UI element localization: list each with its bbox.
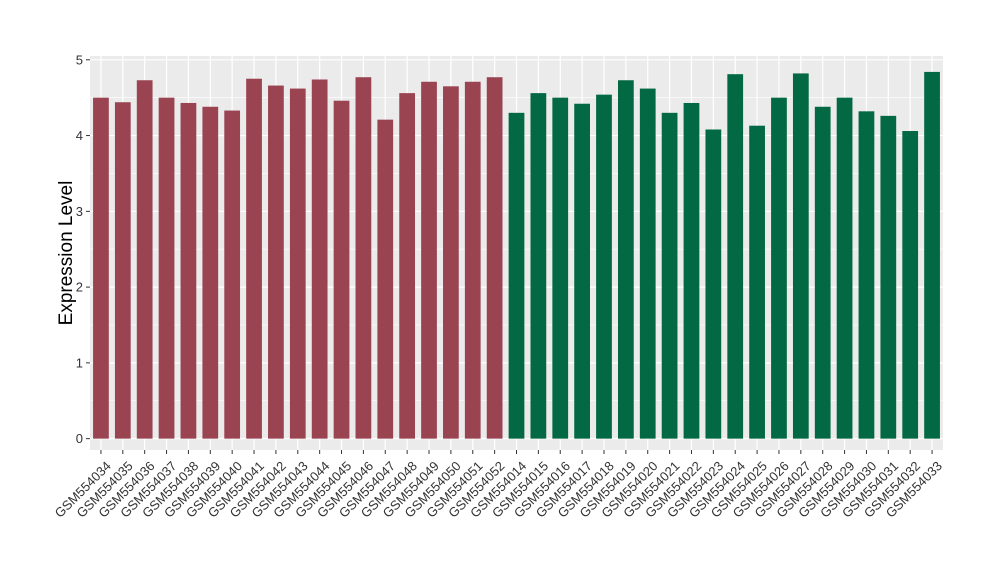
bar-GSM554042 [268,85,284,439]
x-axis: GSM554034GSM554035GSM554036GSM554037GSM5… [52,450,945,521]
y-tick-label: 3 [76,204,83,219]
bar-GSM554019 [617,80,634,439]
bar-GSM554018 [596,94,612,439]
bar-GSM554014 [508,112,525,439]
bar-GSM554047 [377,119,394,439]
bar-GSM554015 [530,93,547,439]
bar-GSM554051 [464,81,481,439]
bar-GSM554024 [727,74,744,439]
bar-GSM554036 [136,80,153,439]
bar-GSM554039 [202,106,219,439]
bar-GSM554038 [180,102,197,439]
bar-GSM554040 [224,110,241,439]
bar-GSM554025 [749,125,765,439]
bar-GSM554021 [661,112,678,439]
bar-GSM554023 [705,129,722,439]
bar-GSM554033 [924,71,940,439]
bar-GSM554026 [771,97,787,439]
y-tick-label: 2 [76,280,83,295]
bar-GSM554034 [93,97,109,439]
bar-GSM554041 [246,78,262,439]
y-tick-label: 1 [76,355,83,370]
y-tick-label: 0 [76,431,83,446]
y-axis-label: Expression Level [56,181,77,326]
y-tick-label: 5 [76,52,83,67]
bar-GSM554035 [114,102,131,439]
bar-GSM554043 [289,88,306,439]
bar-GSM554031 [880,115,897,439]
y-tick-label: 4 [76,128,83,143]
bar-GSM554017 [574,103,590,439]
bar-GSM554028 [814,106,831,439]
bar-GSM554016 [552,97,569,439]
bar-GSM554030 [858,111,875,439]
bar-GSM554049 [421,81,437,439]
bar-GSM554032 [902,131,919,439]
y-axis: 0 1 2 3 4 5 [76,52,90,446]
bars [93,71,940,439]
bar-GSM554029 [836,97,853,439]
bar-GSM554022 [683,102,700,439]
bar-GSM554037 [158,97,175,439]
bar-GSM554020 [639,88,656,439]
bar-GSM554044 [311,79,328,439]
bar-GSM554052 [486,77,503,439]
bar-GSM554048 [399,93,416,439]
bar-GSM554027 [792,73,809,439]
bar-GSM554045 [333,100,350,439]
bar-GSM554046 [355,77,372,439]
bar-GSM554050 [443,86,459,439]
